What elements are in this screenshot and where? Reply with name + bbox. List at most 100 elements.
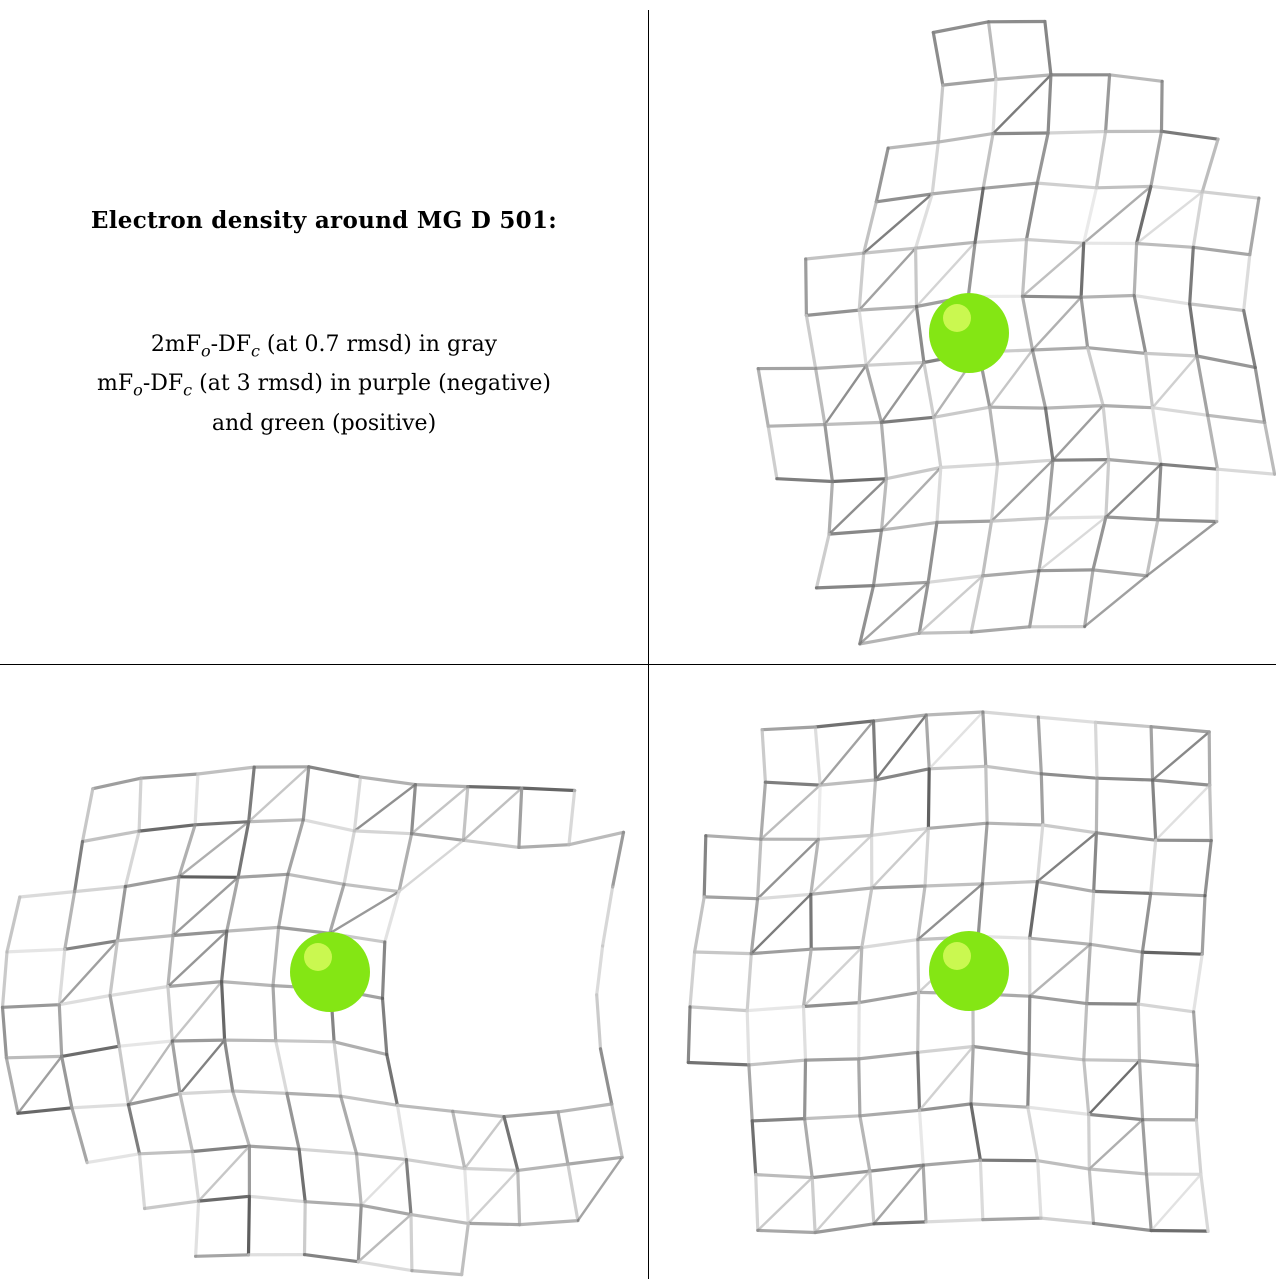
mesh-edge <box>864 305 918 367</box>
mesh-edge <box>991 131 1050 136</box>
mesh-edge <box>286 818 305 876</box>
mesh-edge <box>383 890 401 944</box>
mesh-edge <box>803 1117 814 1180</box>
mesh-edge <box>1031 296 1083 352</box>
mesh-edge <box>981 710 988 768</box>
mesh-edge <box>936 131 995 144</box>
mesh-edge <box>745 952 753 1013</box>
mesh-edge <box>857 1050 920 1061</box>
mesh-edge <box>357 1213 413 1263</box>
caption-cell: Electron density around MG D 501: 2mFo-D… <box>0 10 648 664</box>
mesh-edge <box>1030 348 1048 410</box>
mesh-edge <box>1028 994 1089 1006</box>
mesh-edge <box>745 1009 751 1067</box>
mesh-edge <box>413 782 470 789</box>
mesh-edge <box>410 782 417 836</box>
mesh-edge <box>139 772 200 780</box>
mesh-edge <box>223 1038 235 1093</box>
mesh-edge <box>567 830 626 847</box>
mesh-edge <box>595 993 603 1051</box>
mesh-edge <box>58 939 119 1006</box>
mesh-edge <box>354 1152 408 1162</box>
mesh-edge <box>914 304 926 365</box>
mesh-edge <box>339 1094 359 1156</box>
mesh-edge <box>756 367 770 428</box>
mesh-edge <box>874 146 890 204</box>
mesh-edge <box>85 1152 142 1165</box>
mesh-edge <box>354 1152 363 1207</box>
mesh-edge <box>1028 879 1039 940</box>
mesh-edge <box>143 1199 201 1211</box>
mesh-edge <box>969 625 1032 634</box>
mesh-edge <box>1083 568 1095 629</box>
mesh-edge <box>171 929 229 938</box>
mesh-edge <box>328 890 401 935</box>
mesh-edge <box>749 947 813 956</box>
mesh-edge <box>857 945 864 1005</box>
mesh-edge <box>1136 950 1144 1006</box>
mesh-edge <box>117 1039 174 1048</box>
mesh-edge <box>556 1110 570 1166</box>
mesh-edge <box>194 1253 251 1258</box>
mesh-edge <box>880 361 926 424</box>
mesh-edge <box>818 778 878 787</box>
mesh-edge <box>352 829 414 836</box>
mesh-edge <box>750 1117 807 1123</box>
mesh-edge <box>307 765 363 779</box>
mesh-edge <box>809 945 864 951</box>
mesh-edge <box>1087 1112 1145 1122</box>
mesh-edge <box>1107 458 1163 466</box>
mesh-edge <box>1041 823 1098 835</box>
mesh-edge <box>466 784 524 790</box>
mesh-edge <box>871 719 878 782</box>
mesh-edge <box>463 1115 506 1170</box>
mesh-edge <box>63 939 120 951</box>
mesh-edge <box>804 308 861 317</box>
mesh-edge <box>923 826 930 888</box>
mesh-edge <box>328 882 346 935</box>
mesh-edge <box>1094 776 1099 835</box>
mesh-edge <box>928 710 985 771</box>
mesh-edge <box>969 1102 1030 1109</box>
mesh-edge <box>178 1092 194 1154</box>
mesh-edge <box>926 574 985 584</box>
mesh-edge <box>4 1054 64 1060</box>
mesh-edge <box>1043 404 1105 410</box>
mesh-edge <box>517 843 571 849</box>
mesh-edge <box>692 950 753 956</box>
mesh-edge <box>871 580 930 588</box>
mesh-edge <box>816 783 822 841</box>
mesh-edge <box>858 1108 922 1118</box>
mesh-edge <box>1020 237 1029 298</box>
mesh-edge <box>880 466 942 532</box>
mesh-edge <box>1151 730 1211 782</box>
mesh-edge <box>72 839 85 894</box>
mesh-edge <box>576 1156 624 1222</box>
mesh-edge <box>760 725 817 732</box>
mesh-edge <box>247 1194 307 1204</box>
mesh-edge <box>810 1169 872 1180</box>
mesh-edge <box>225 925 281 933</box>
mesh-edge <box>123 875 181 889</box>
mesh-edge <box>197 1145 251 1203</box>
mesh-edge <box>763 780 822 787</box>
mesh-edge <box>1094 184 1153 190</box>
mesh-edge <box>986 20 998 82</box>
sphere-highlight <box>304 943 332 971</box>
mesh-edge <box>1200 137 1220 194</box>
mesh-edge <box>1207 730 1212 787</box>
mesh-edge <box>286 872 346 886</box>
mesh-edge <box>359 1203 413 1217</box>
mesh-edge <box>460 1221 470 1277</box>
mesh-edge <box>980 879 1039 886</box>
mesh-edge <box>823 420 883 427</box>
mesh-edge <box>766 424 779 481</box>
mesh-edge <box>755 892 813 901</box>
mesh-edge <box>1086 346 1148 355</box>
mesh-edge <box>302 1200 307 1257</box>
mesh-edge <box>556 1102 614 1114</box>
mesh-edge <box>1024 237 1086 245</box>
mesh-edge <box>916 990 921 1054</box>
mesh-edge <box>1137 1059 1145 1122</box>
